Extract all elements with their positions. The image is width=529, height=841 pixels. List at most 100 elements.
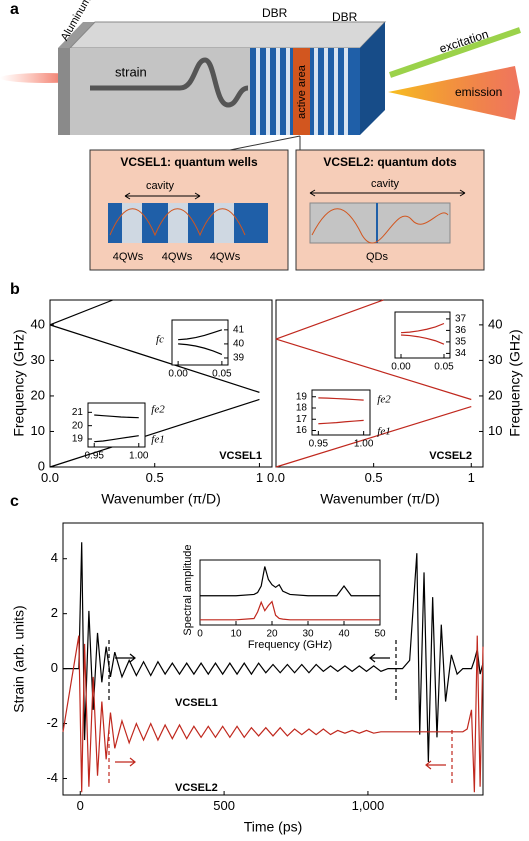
y-tick-label: 40 <box>31 316 45 331</box>
label: 4QWs <box>162 251 193 263</box>
data-line <box>275 406 472 468</box>
series-label: VCSEL2 <box>175 782 218 794</box>
x-tick-label: 0.00 <box>168 369 188 380</box>
x-tick-label: 0.0 <box>267 470 285 485</box>
strain-arrow <box>90 57 249 108</box>
data-line <box>200 600 380 621</box>
panel-label: a <box>10 1 19 18</box>
label: emission <box>455 85 502 99</box>
dbr-stripes <box>256 48 348 135</box>
label: 4QWs <box>210 251 241 263</box>
x-tick-label: 0.5 <box>365 470 383 485</box>
data-line <box>62 635 484 793</box>
cavity-arrow <box>309 189 466 197</box>
label: active area <box>296 64 308 119</box>
data-line <box>318 419 364 425</box>
block-side <box>360 22 385 135</box>
x-tick-label: 10 <box>230 629 242 640</box>
label: cavity <box>146 180 175 192</box>
x-axis-label: Frequency (GHz) <box>248 639 332 651</box>
plot-frame <box>49 299 273 468</box>
series-label: VCSEL1 <box>175 697 218 709</box>
label: DBR <box>262 6 288 20</box>
data-line <box>94 414 139 419</box>
plot-frame <box>199 559 381 626</box>
panel-a: a Aluminum strain DBR DBR active area ex… <box>0 0 521 271</box>
y-tick-label: -2 <box>46 715 58 730</box>
data-line <box>63 542 484 763</box>
x-tick-label: 40 <box>338 629 350 640</box>
x-tick-label: 0 <box>77 798 84 813</box>
annotation: VCSEL2 <box>429 450 472 462</box>
box-title: VCSEL1: quantum wells <box>120 155 258 169</box>
y-tick-label: 10 <box>31 423 45 438</box>
y-tick-label: 17 <box>296 414 308 425</box>
y-tick-label: 37 <box>455 314 467 325</box>
y-tick-label: 41 <box>233 324 245 335</box>
panel-label: c <box>10 493 19 510</box>
y-tick-label: 20 <box>488 387 502 402</box>
y-tick-label: 30 <box>488 352 502 367</box>
aluminum-front <box>58 48 70 135</box>
x-tick-label: 1 <box>468 470 475 485</box>
x-tick-label: 0.00 <box>391 362 411 373</box>
x-tick-label: 0.95 <box>85 451 105 462</box>
label: DBR <box>332 10 358 24</box>
y-tick-label: 40 <box>233 339 245 350</box>
x-axis-label: Wavenumber (π/D) <box>101 491 221 507</box>
x-tick-label: 1.00 <box>354 439 374 450</box>
qd-cavity <box>309 202 451 244</box>
y-tick-label: 30 <box>31 352 45 367</box>
excitation-beam <box>389 27 521 78</box>
y-tick-label: 36 <box>455 325 467 336</box>
label: 4QWs <box>113 251 144 263</box>
y-tick-label: 0 <box>51 660 58 675</box>
y-tick-label: 2 <box>51 605 58 620</box>
data-line <box>49 299 114 326</box>
y-axis-label: Spectral amplitude <box>182 544 194 635</box>
block-front <box>70 48 250 135</box>
mode-profile <box>311 208 449 244</box>
y-tick-label: -4 <box>46 770 58 785</box>
box-title: VCSEL2: quantum dots <box>323 155 457 169</box>
annotation: fc <box>156 334 164 346</box>
arrows-c <box>108 640 453 785</box>
x-tick-label: 0.05 <box>434 362 454 373</box>
data-line <box>318 397 364 401</box>
data-line <box>200 566 380 597</box>
mode-profile <box>109 208 246 237</box>
y-tick-label: 0 <box>38 458 45 473</box>
x-tick-label: 30 <box>302 629 314 640</box>
x-tick-label: 50 <box>374 629 386 640</box>
block-top <box>68 21 387 49</box>
data-line <box>178 343 223 356</box>
y-axis-label: Frequency (GHz) <box>11 329 27 436</box>
data-line <box>49 398 260 468</box>
x-tick-label: 500 <box>213 798 235 813</box>
x-tick-label: 0 <box>197 629 203 640</box>
data-line <box>275 299 384 340</box>
y-tick-label: 4 <box>51 550 58 565</box>
aluminum-top <box>58 22 95 48</box>
x-tick-label: 0.05 <box>212 369 232 380</box>
qw-layers <box>122 203 234 243</box>
annotation: fe2 <box>377 394 391 406</box>
connector <box>229 135 301 151</box>
panel-label: b <box>10 281 20 298</box>
y-tick-label: 19 <box>72 434 84 445</box>
x-tick-label: 20 <box>266 629 278 640</box>
plot-frame <box>311 389 371 436</box>
y-tick-label: 34 <box>455 348 467 359</box>
data-line <box>400 334 445 345</box>
cavity-arrow <box>124 192 201 200</box>
y-tick-label: 10 <box>488 423 502 438</box>
y-tick-label: 16 <box>296 425 308 436</box>
data-line <box>94 435 139 443</box>
y-axis-label: Frequency (GHz) <box>507 329 523 436</box>
data-line <box>275 338 472 401</box>
y-tick-label: 20 <box>72 420 84 431</box>
x-tick-label: 0.95 <box>309 439 329 450</box>
y-tick-label: 21 <box>72 407 84 418</box>
annotation: fe2 <box>151 404 165 416</box>
